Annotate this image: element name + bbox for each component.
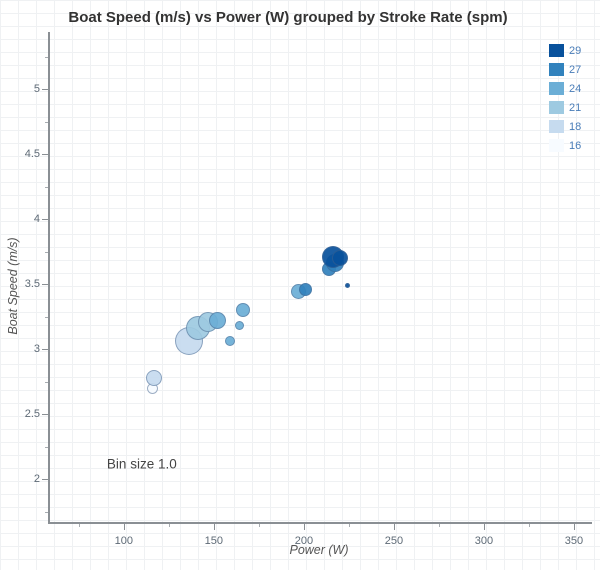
x-tick-label: 100 (114, 535, 133, 547)
legend-swatch (549, 82, 564, 95)
y-tick-mark (42, 414, 48, 416)
legend-label: 16 (569, 139, 582, 152)
y-tick-mark (42, 479, 48, 481)
y-tick-label: 4.5 (24, 148, 40, 161)
x-tick-label: 350 (564, 535, 584, 547)
data-point (299, 282, 313, 296)
x-minor-tick-mark (78, 524, 80, 527)
y-minor-tick-mark (45, 446, 48, 448)
chart-title: Boat Speed (m/s) vs Power (W) grouped by… (68, 9, 508, 26)
x-minor-tick-mark (528, 524, 530, 527)
x-minor-tick-mark (438, 524, 440, 527)
y-tick-label: 3.5 (24, 278, 40, 291)
legend-label: 29 (569, 44, 582, 57)
legend-item: 18 (549, 117, 581, 136)
legend: 29 27 24 21 18 16 (549, 41, 581, 155)
data-point (146, 369, 163, 386)
legend-label: 18 (569, 120, 582, 133)
x-minor-tick-mark (348, 524, 350, 527)
x-tick-label: 150 (204, 535, 224, 547)
y-minor-tick-mark (45, 251, 48, 253)
x-tick-mark (303, 524, 305, 530)
annotation-bin-size: Bin size 1.0 (106, 456, 177, 471)
legend-item: 21 (549, 98, 581, 117)
legend-swatch (549, 101, 564, 114)
x-minor-tick-mark (258, 524, 260, 527)
y-minor-tick-mark (45, 381, 48, 383)
legend-swatch (549, 63, 564, 76)
y-tick-label: 2.5 (24, 408, 40, 421)
data-point (225, 336, 236, 347)
y-minor-tick-mark (45, 121, 48, 123)
plot-area: 100 150 200 250 300 350 2 2.5 3 3.5 4 4.5 5 Bin size … (25, 32, 592, 547)
legend-swatch (549, 120, 564, 133)
data-point (344, 282, 350, 288)
data-point (234, 321, 244, 331)
y-tick-label: 5 (33, 83, 40, 96)
x-tick-label: 250 (384, 535, 404, 547)
y-minor-tick-mark (45, 56, 48, 58)
legend-item: 27 (549, 60, 581, 79)
y-minor-tick-mark (45, 511, 48, 513)
x-tick-label: 200 (294, 535, 314, 547)
y-tick-mark (42, 89, 48, 91)
x-axis-label: Power (W) (289, 543, 349, 557)
legend-label: 24 (569, 82, 582, 95)
y-axis-label: Boat Speed (m/s) (6, 237, 20, 335)
x-tick-mark (393, 524, 395, 530)
legend-label: 21 (569, 101, 582, 114)
legend-swatch (549, 139, 564, 152)
y-tick-label: 4 (33, 213, 40, 226)
legend-item: 24 (549, 79, 581, 98)
legend-label: 27 (569, 63, 582, 76)
x-tick-mark (573, 524, 575, 530)
legend-swatch (549, 44, 564, 57)
x-tick-mark (213, 524, 215, 530)
y-tick-mark (42, 154, 48, 156)
y-minor-tick-mark (45, 186, 48, 188)
x-tick-mark (483, 524, 485, 530)
y-minor-tick-mark (45, 316, 48, 318)
data-point (235, 303, 250, 318)
y-tick-mark (42, 349, 48, 351)
x-minor-tick-mark (168, 524, 170, 527)
x-tick-mark (123, 524, 125, 530)
x-tick-label: 300 (474, 535, 494, 547)
y-tick-mark (42, 284, 48, 286)
data-point (331, 250, 348, 267)
legend-item: 29 (549, 41, 581, 60)
y-tick-label: 3 (33, 343, 40, 356)
y-tick-label: 2 (33, 473, 40, 486)
data-point (208, 312, 226, 330)
y-tick-mark (42, 219, 48, 221)
legend-item: 16 (549, 136, 581, 155)
